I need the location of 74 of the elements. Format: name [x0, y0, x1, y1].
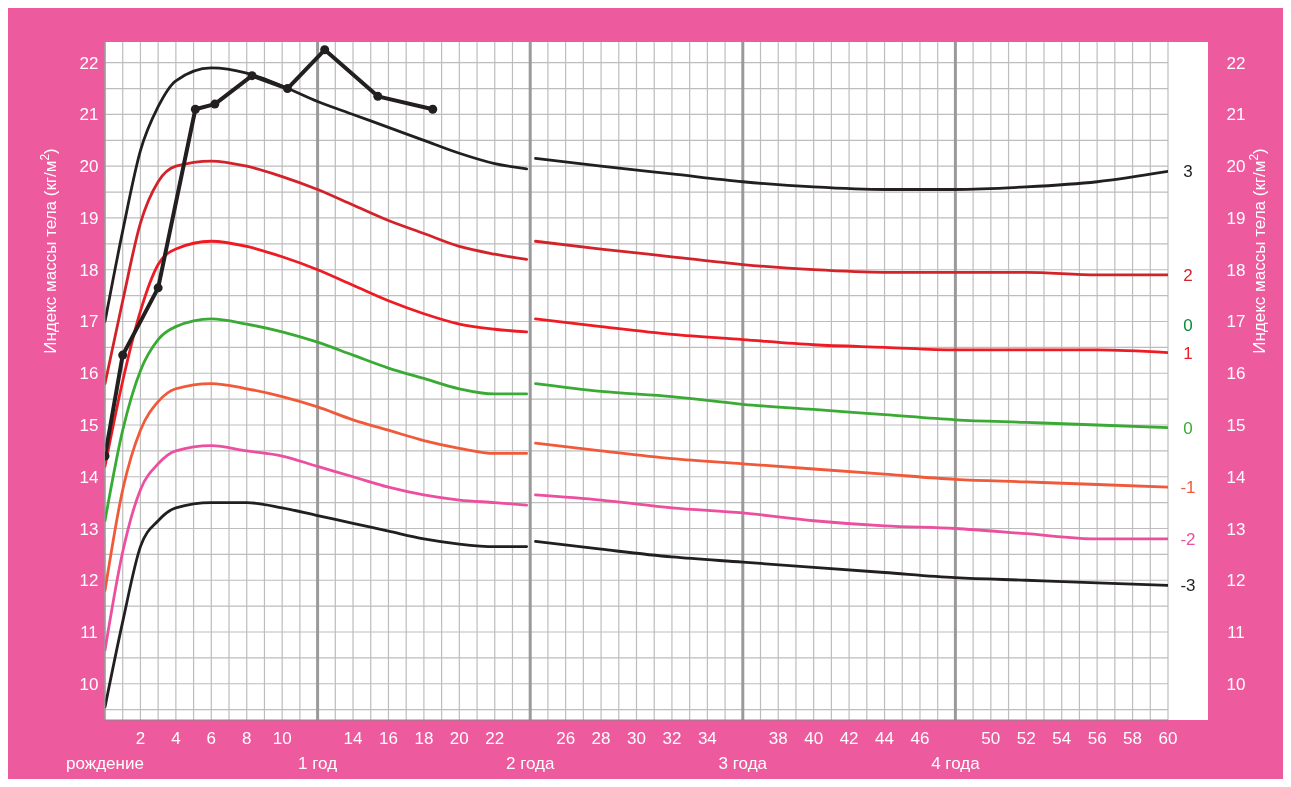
x-tick-label: 38: [768, 729, 788, 748]
series-label: 2: [1183, 265, 1193, 285]
point: [428, 104, 438, 114]
x-tick-label: 34: [697, 729, 717, 748]
x-tick-label: 22: [485, 729, 505, 748]
text: 1 год: [297, 754, 339, 774]
y-tick-label: 17: [79, 312, 99, 332]
y-tick-label: 20: [79, 157, 99, 177]
x-tick-label: 60: [1158, 729, 1178, 748]
series-label: -3: [1180, 576, 1196, 596]
x-tick-label: 4: [171, 729, 181, 748]
text: 0: [1182, 316, 1194, 336]
y-tick-label: 11: [80, 623, 98, 643]
y2-tick-label: 19: [1226, 208, 1246, 228]
series-label: 3: [1183, 162, 1193, 182]
x-tick-label: 44: [875, 729, 894, 748]
point: [320, 45, 330, 55]
y-tick-label: 16: [79, 364, 99, 384]
point: [282, 84, 292, 94]
y-tick-label: 13: [79, 519, 99, 539]
series-label: 0: [1183, 418, 1193, 438]
y2-tick-label: 22: [1226, 53, 1246, 73]
x-tick-label: 50: [981, 729, 1001, 748]
x-tick-label: 20: [449, 729, 469, 748]
text: 2 года: [504, 754, 556, 774]
x-tick-label: 28: [591, 729, 611, 748]
series-label: -2: [1180, 529, 1196, 549]
y2-tick-label: 17: [1226, 312, 1246, 332]
y-tick-label: 18: [79, 260, 99, 280]
x-tick-label: 26: [556, 729, 576, 748]
x-tick-label: 30: [627, 729, 646, 748]
x-tick-label: 52: [1016, 729, 1036, 748]
x-tick-label: 54: [1052, 729, 1072, 748]
y2-tick-label: 18: [1226, 260, 1246, 280]
x-tick-label: 14: [343, 729, 363, 748]
point: [118, 350, 128, 360]
point: [190, 104, 200, 114]
text: 3 года: [717, 754, 769, 774]
y2-tick-label: 21: [1226, 105, 1246, 125]
x-tick-label: 16: [379, 729, 398, 748]
x-tick-label: 6: [206, 729, 217, 748]
series-label: 1: [1183, 343, 1193, 363]
x-tick-label: 32: [662, 729, 682, 748]
y2-tick-label: 16: [1226, 364, 1246, 384]
x-tick-label: 56: [1087, 729, 1107, 748]
point: [210, 99, 220, 109]
x-tick-label: 40: [804, 729, 824, 748]
x-tick-label: 10: [272, 729, 292, 748]
y2-tick-label: 13: [1226, 519, 1246, 539]
y-tick-label: 10: [79, 674, 99, 694]
y-tick-label: 19: [79, 208, 99, 228]
point: [153, 283, 163, 293]
y-tick-label: 21: [79, 105, 99, 125]
point: [373, 91, 383, 101]
y2-tick-label: 15: [1226, 415, 1246, 435]
y2-tick-label: 11: [1227, 623, 1245, 643]
text: 4 года: [930, 754, 981, 774]
y-tick-label: 12: [79, 571, 99, 591]
series-label: -1: [1180, 478, 1196, 498]
y2-tick-label: 14: [1226, 467, 1246, 487]
x-tick-label: 8: [242, 729, 252, 748]
y-tick-label: 22: [79, 53, 99, 73]
x-tick-label: 18: [414, 729, 434, 748]
text: рождение: [65, 754, 145, 774]
x-tick-label: 58: [1123, 729, 1143, 748]
x-tick-label: 46: [910, 729, 930, 748]
y2-tick-label: 20: [1226, 157, 1246, 177]
y-tick-label: 15: [79, 415, 99, 435]
x-tick-label: 42: [839, 729, 859, 748]
y-tick-label: 14: [79, 467, 99, 487]
y2-tick-label: 12: [1226, 571, 1246, 591]
y2-tick-label: 10: [1226, 674, 1246, 694]
point: [247, 71, 257, 81]
x-tick-label: 2: [135, 729, 146, 748]
